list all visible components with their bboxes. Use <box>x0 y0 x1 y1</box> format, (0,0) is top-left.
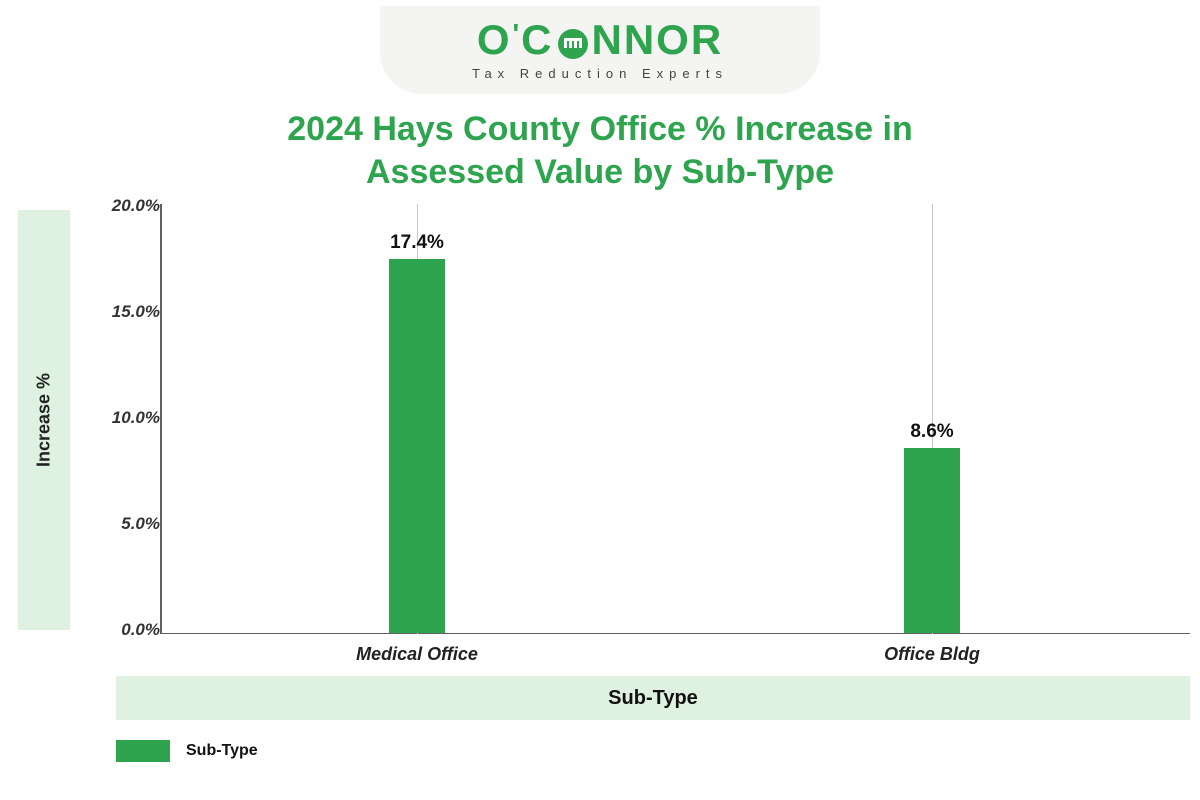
category-label-1: Medical Office <box>356 644 478 665</box>
comb-icon <box>558 29 588 59</box>
y-tick-15: 15.0% <box>80 302 160 322</box>
legend: Sub-Type <box>116 740 258 762</box>
brand-text-c: C <box>521 16 553 64</box>
chart-title-line2: Assessed Value by Sub-Type <box>0 151 1200 194</box>
bar-label-1: 17.4% <box>390 232 444 254</box>
bar-office-bldg <box>904 448 960 633</box>
y-axis-label: Increase % <box>34 373 55 467</box>
chart-title-line1: 2024 Hays County Office % Increase in <box>0 108 1200 151</box>
y-axis-line <box>160 204 162 634</box>
page-root: O ' C NNOR Tax Reduction Experts 2024 Ha… <box>0 0 1200 800</box>
brand-tagline: Tax Reduction Experts <box>380 66 820 81</box>
y-tick-0: 0.0% <box>80 620 160 640</box>
y-axis-band: Increase % <box>18 210 70 630</box>
legend-swatch <box>116 740 170 762</box>
x-axis-label: Sub-Type <box>608 687 698 709</box>
y-tick-20: 20.0% <box>80 196 160 216</box>
brand-text-o: O <box>477 16 511 64</box>
chart-title: 2024 Hays County Office % Increase in As… <box>0 108 1200 193</box>
category-label-2: Office Bldg <box>884 644 980 665</box>
plot-area: 17.4% 8.6% <box>160 204 1190 634</box>
y-tick-10: 10.0% <box>80 408 160 428</box>
brand-apostrophe: ' <box>512 18 519 50</box>
y-tick-5: 5.0% <box>80 514 160 534</box>
brand-logo: O ' C NNOR <box>477 16 723 64</box>
brand-text-rest: NNOR <box>592 16 724 64</box>
brand-banner: O ' C NNOR Tax Reduction Experts <box>380 6 820 94</box>
x-axis-line <box>160 633 1190 635</box>
bar-label-2: 8.6% <box>910 421 953 443</box>
legend-label: Sub-Type <box>186 742 258 760</box>
x-axis-band: Sub-Type <box>116 676 1190 720</box>
bar-medical-office <box>389 259 445 633</box>
